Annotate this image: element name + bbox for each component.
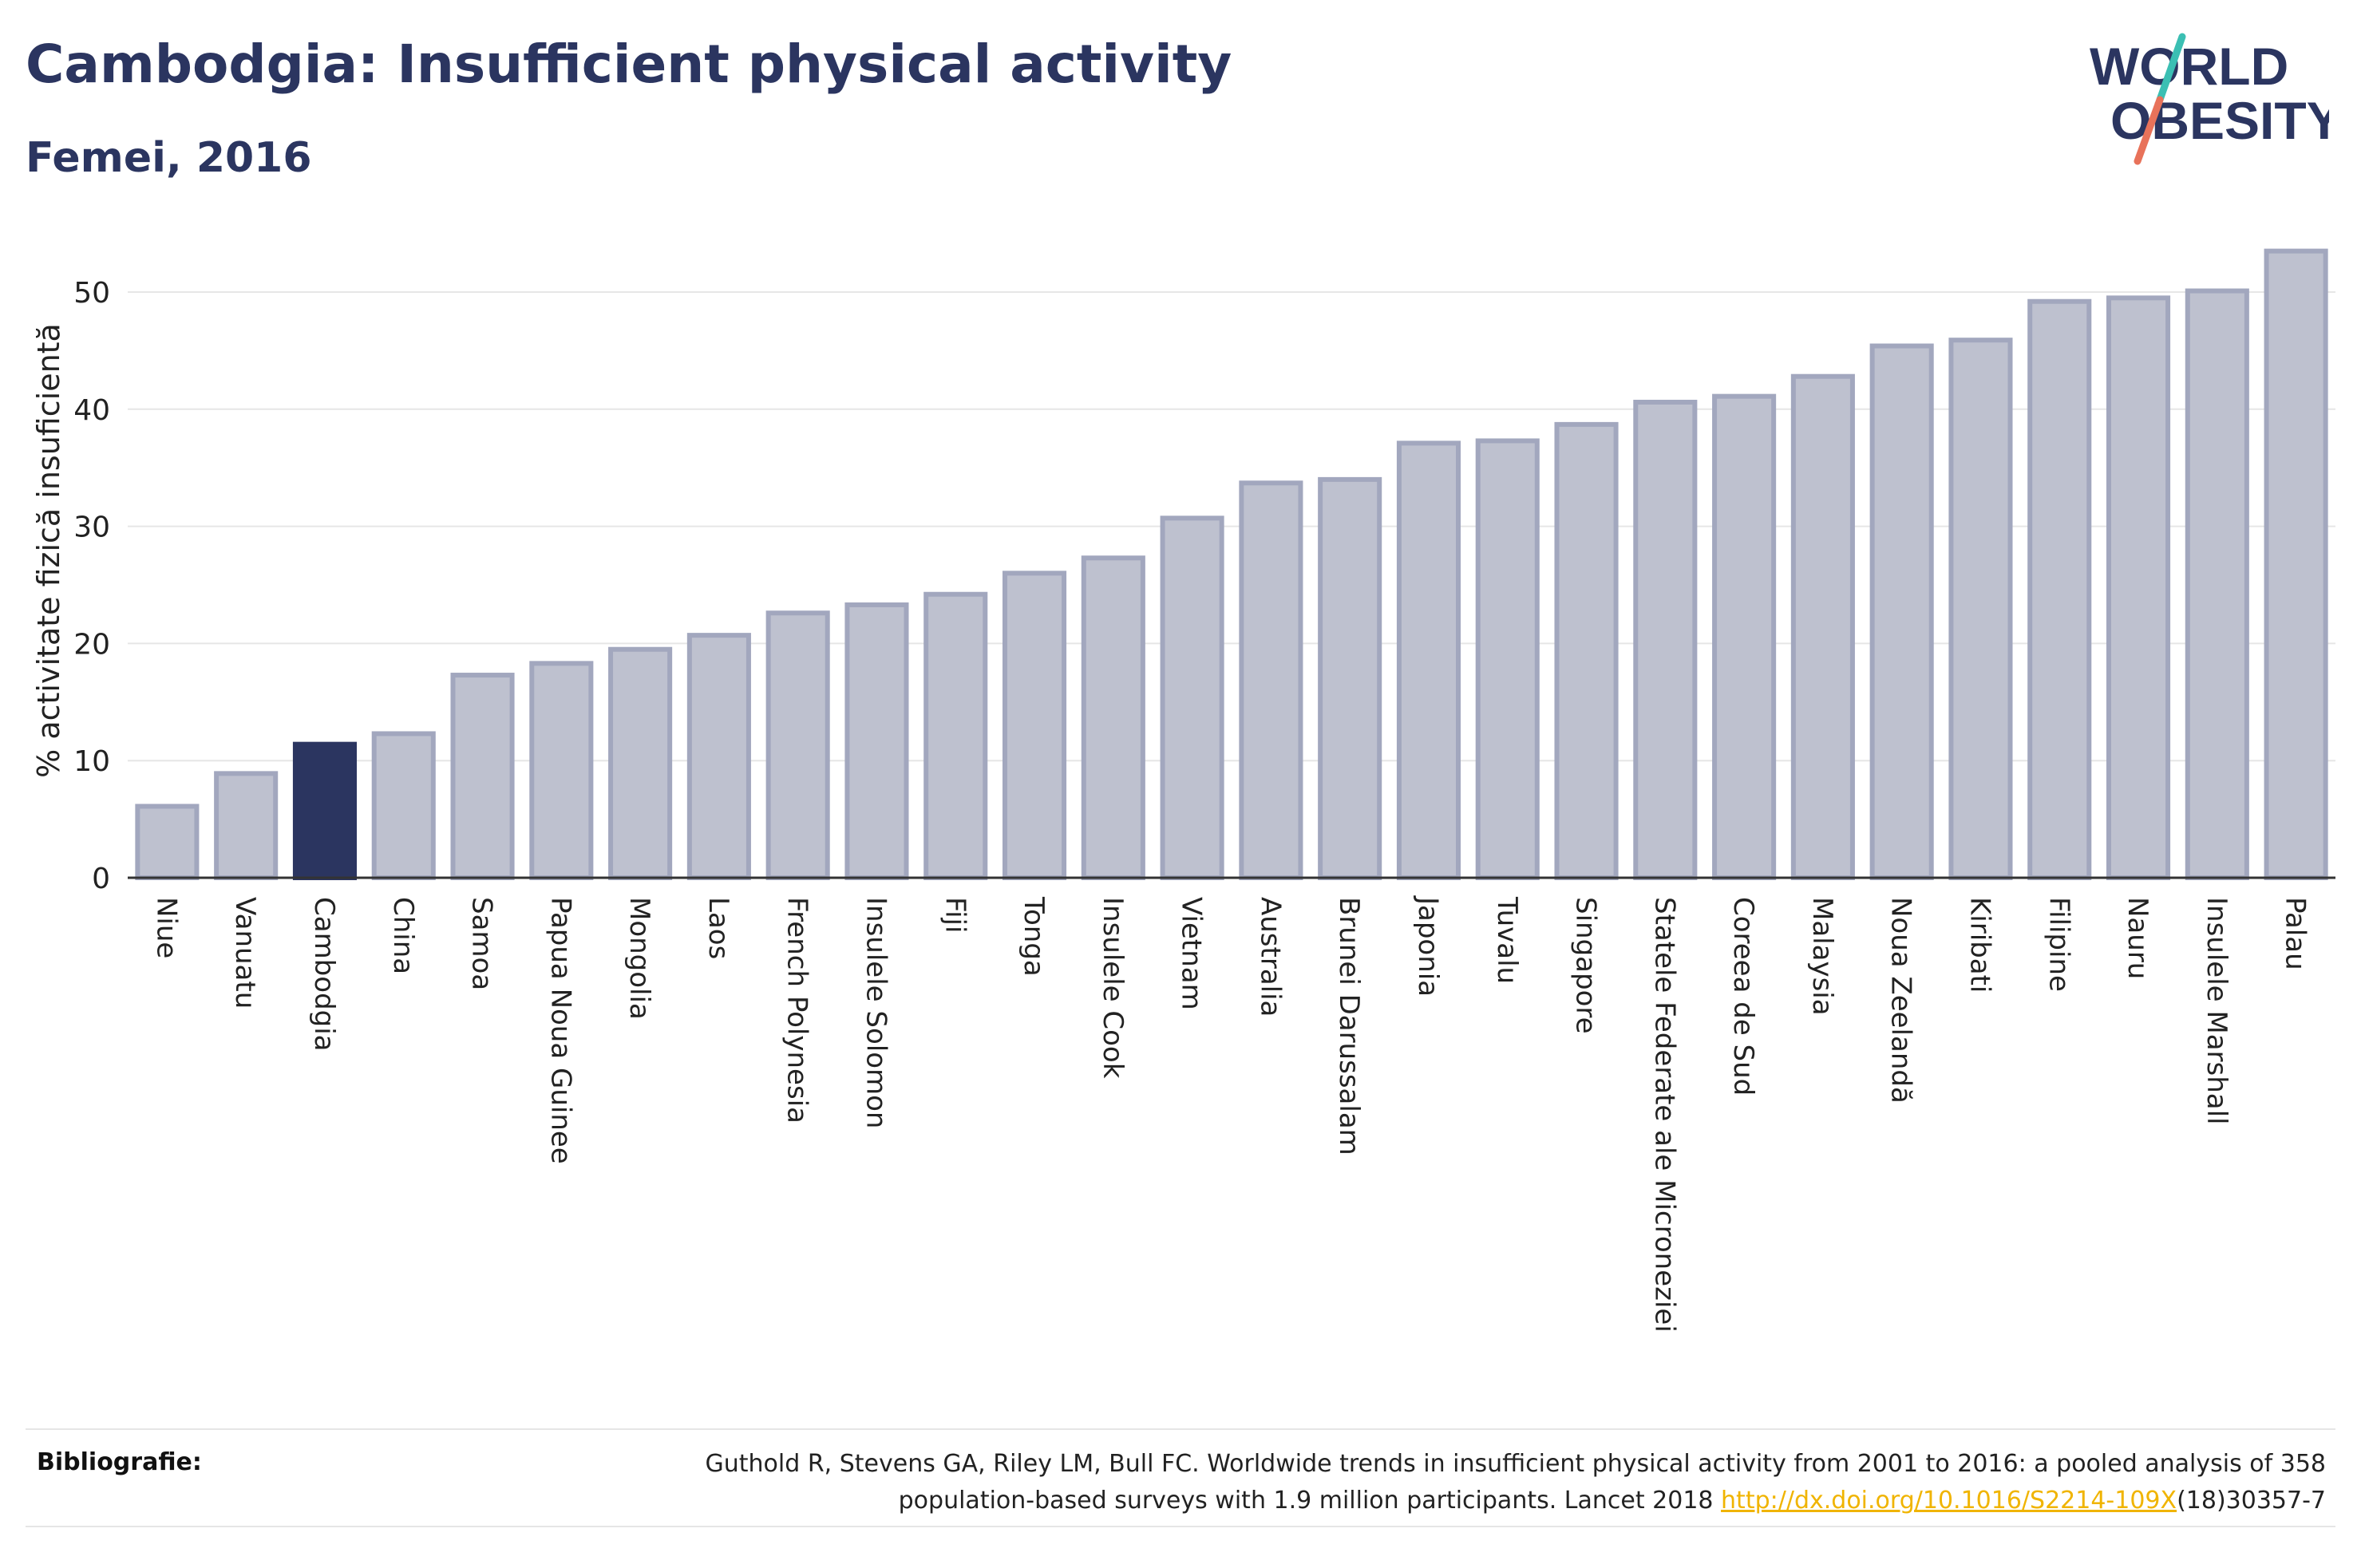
bar-singapore (1554, 421, 1619, 880)
bar-niue (135, 804, 200, 881)
x-tick-label: Statele Federate ale Microneziei (1648, 897, 1680, 1333)
footer-divider-bottom (26, 1526, 2335, 1527)
x-tick-label: Vietnam (1176, 897, 1208, 1010)
x-tick-label: Insulele Solomon (860, 897, 892, 1128)
bar-samoa (450, 673, 515, 881)
footer-divider-top (26, 1428, 2335, 1430)
x-tick-label: Malaysia (1806, 897, 1838, 1016)
x-tick-label: Cambodgia (308, 897, 340, 1052)
bar-insulele-solomon (844, 602, 909, 880)
axes: 0 10 20 30 40 50 Niue Vanuatu Cambodgia China Samo… (73, 277, 2335, 1333)
x-tick-label: French Polynesia (781, 897, 813, 1124)
x-tick-label: Laos (702, 897, 734, 959)
x-tick-label: Palau (2280, 897, 2312, 970)
x-tick-label: Filipine (2043, 897, 2074, 992)
page-title: Cambodgia: Insufficient physical activit… (26, 34, 1232, 95)
bar-filipine (2027, 298, 2092, 880)
y-tick-label: 10 (73, 745, 110, 778)
bibliography-citation: Guthold R, Stevens GA, Riley LM, Bull FC… (570, 1446, 2326, 1519)
x-tick-label: Australia (1254, 897, 1286, 1017)
x-tick-label: Vanuatu (229, 897, 261, 1009)
x-tick-label: Coreea de Sud (1727, 897, 1759, 1096)
bar-papua-noua-guinee (529, 661, 594, 881)
bar-fiji (923, 591, 988, 881)
logo-slash-top (2156, 33, 2186, 104)
y-tick-label: 0 (92, 863, 110, 895)
y-tick-label: 50 (73, 277, 110, 310)
x-tick-label: Insulele Cook (1097, 897, 1129, 1079)
x-tick-label: Nauru (2122, 897, 2153, 979)
y-axis-label: % activitate fizică insuficientă (31, 323, 66, 778)
x-tick-label: Noua Zeelandă (1885, 897, 1917, 1104)
bar-insulele-marshall (2185, 288, 2249, 881)
bars (135, 248, 2328, 881)
citation-line2-suffix: (18)30357-7 (2177, 1487, 2326, 1515)
citation-line2-prefix: population-based surveys with 1.9 millio… (898, 1487, 1722, 1515)
x-tick-label: Tonga (1018, 896, 1050, 977)
x-tick-label: Mongolia (623, 897, 655, 1020)
logo-slash-bottom (2134, 96, 2164, 165)
y-tick-label: 40 (73, 394, 110, 427)
bar-vanuatu (214, 771, 279, 881)
x-tick-label: Samoa (466, 897, 498, 990)
citation-line1: Guthold R, Stevens GA, Riley LM, Bull FC… (705, 1450, 2326, 1478)
x-tick-label: Singapore (1570, 897, 1602, 1034)
y-tick-label: 20 (73, 628, 110, 661)
bar-tuvalu (1475, 438, 1540, 880)
bar-australia (1239, 480, 1303, 880)
bar-chart: 0 10 20 30 40 50 Niue Vanuatu Cambodgia China Samo… (31, 248, 2335, 1333)
bar-statele-federate-ale-microneziei (1633, 399, 1698, 880)
bar-noua-zeeland- (1869, 343, 1934, 880)
x-tick-label: Tuvalu (1491, 896, 1523, 984)
x-tick-label: Fiji (939, 897, 971, 933)
x-tick-label: China (387, 897, 419, 974)
x-tick-label: Niue (150, 897, 182, 958)
world-obesity-logo: WORLD OBESITY (2090, 33, 2329, 165)
x-tick-label: Brunei Darussalam (1333, 897, 1365, 1155)
bar-china (371, 731, 436, 880)
bar-coreea-de-sud (1712, 393, 1777, 881)
bar-mongolia (608, 646, 673, 880)
citation-line2: population-based surveys with 1.9 millio… (570, 1483, 2326, 1519)
bar-laos (686, 633, 751, 881)
bar-tonga (1002, 571, 1067, 880)
logo-line1: WORLD (2090, 37, 2288, 96)
bar-french-polynesia (765, 610, 830, 880)
bar-kiribati (1948, 338, 2013, 880)
x-tick-label: Insulele Marshall (2201, 897, 2232, 1125)
bar-palau (2264, 248, 2328, 880)
bar-japonia (1396, 440, 1461, 880)
bar-nauru (2106, 295, 2171, 880)
doi-link[interactable]: http://dx.doi.org/10.1016/S2214-109X (1721, 1487, 2177, 1515)
page-subtitle: Femei, 2016 (26, 134, 312, 182)
x-tick-label: Kiribati (1964, 897, 1995, 993)
bar-vietnam (1160, 515, 1224, 880)
bibliography-label: Bibliografie: (37, 1448, 202, 1476)
x-tick-label: Japonia (1412, 895, 1444, 997)
bar-cambodgia (292, 741, 358, 881)
bar-malaysia (1790, 373, 1855, 881)
bar-brunei-darussalam (1318, 476, 1382, 880)
bar-insulele-cook (1081, 555, 1145, 881)
x-tick-label: Papua Noua Guinee (544, 897, 576, 1164)
y-tick-label: 30 (73, 511, 110, 544)
